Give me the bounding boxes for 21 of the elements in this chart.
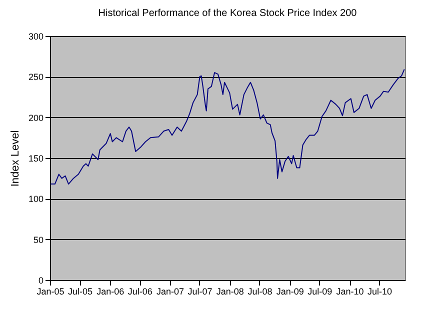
x-tick-label: Jul-05	[68, 286, 92, 296]
y-tick-label: 200	[28, 112, 44, 123]
y-tick-label: 150	[28, 154, 44, 164]
x-tick-label: Jan-09	[276, 286, 304, 296]
x-tick-label: Jan-05	[36, 286, 64, 296]
x-tick-label: Jul-07	[188, 286, 212, 296]
y-axis-title: Index Level	[9, 130, 22, 187]
x-tick-label: Jan-08	[216, 286, 244, 296]
x-tick-label: Jul-10	[367, 286, 392, 296]
x-tick-label: Jan-07	[156, 286, 184, 296]
y-tick-label: 50	[33, 234, 44, 245]
chart-title: Historical Performance of the Korea Stock Price Index 200	[98, 8, 358, 19]
y-tick-label: 100	[28, 194, 44, 204]
x-tick-label: Jan-06	[96, 286, 124, 296]
y-tick-label: 300	[28, 32, 44, 42]
x-tick-label: Jul-06	[128, 286, 152, 296]
y-tick-label: 250	[28, 72, 44, 82]
x-tick-label: Jan-10	[336, 286, 364, 296]
x-tick-label: Jul-09	[308, 286, 332, 296]
x-tick-label: Jul-08	[248, 286, 272, 296]
y-tick-label: 0	[38, 276, 44, 286]
